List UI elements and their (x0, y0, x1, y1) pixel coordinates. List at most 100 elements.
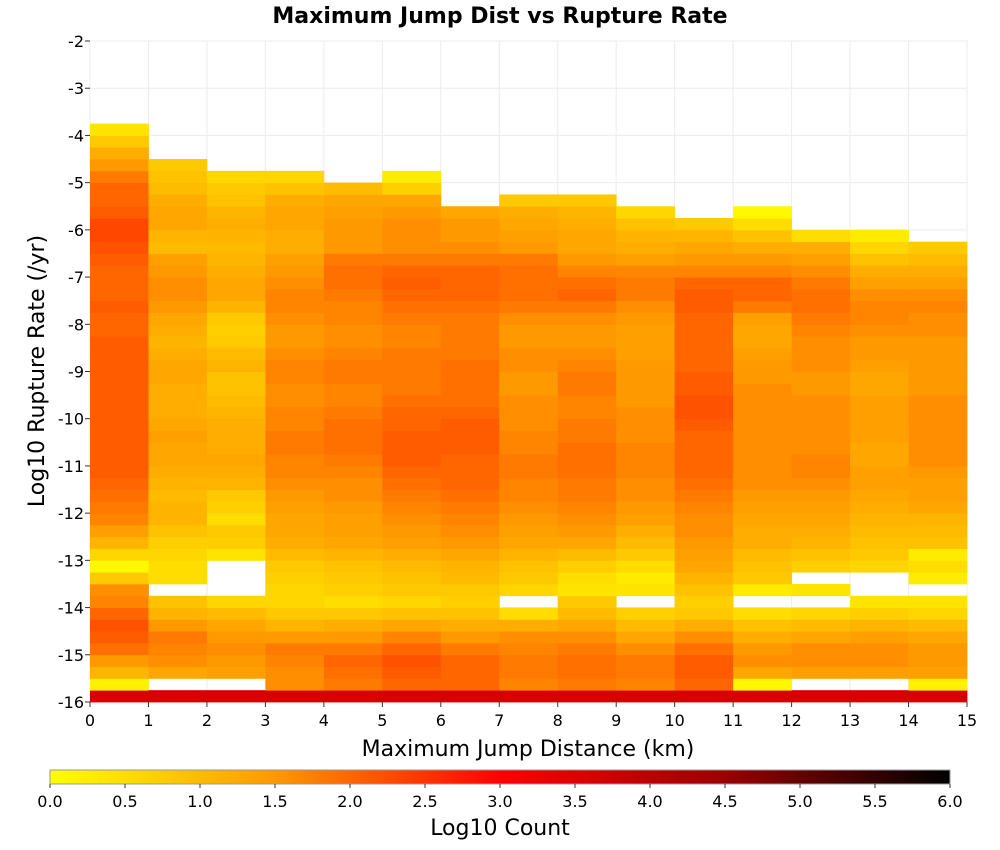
colorbar-tick-label: 1.0 (187, 792, 212, 811)
heatmap-cell (850, 300, 909, 313)
heatmap-cell (616, 442, 676, 455)
heatmap-cell (90, 135, 149, 148)
heatmap-cell (440, 300, 500, 313)
heatmap-cell (616, 383, 676, 396)
colorbar-tick-label: 2.5 (412, 792, 437, 811)
heatmap-cell (323, 442, 383, 455)
heatmap-cell (674, 524, 734, 538)
heatmap-cell (557, 277, 617, 290)
heatmap-cell (733, 253, 792, 266)
heatmap-cell (908, 595, 968, 608)
heatmap-cell (90, 572, 149, 585)
heatmap-cell (908, 371, 968, 384)
x-tick-label: 14 (898, 711, 918, 730)
heatmap-cell (850, 430, 909, 443)
heatmap-cell (90, 182, 149, 195)
heatmap-cell (908, 678, 968, 691)
heatmap-cell (908, 324, 968, 337)
heatmap-cell (206, 631, 266, 644)
heatmap-cell (733, 300, 792, 313)
heatmap-cell (557, 218, 617, 231)
heatmap-cell (206, 690, 266, 703)
heatmap-cell (265, 418, 325, 431)
heatmap-cell (265, 548, 325, 561)
heatmap-cell (206, 253, 266, 266)
heatmap-cell (908, 607, 968, 620)
heatmap-cell (323, 678, 383, 691)
heatmap-cell (733, 359, 792, 372)
heatmap-cell (440, 607, 500, 620)
heatmap-cell (791, 489, 851, 502)
heatmap-cell (206, 454, 266, 467)
heatmap-cell (908, 288, 968, 302)
heatmap-cell (265, 642, 325, 656)
heatmap-cell (499, 501, 559, 514)
heatmap-cell (850, 442, 909, 455)
heatmap-cell (323, 300, 383, 313)
heatmap-cell (674, 442, 734, 455)
heatmap-cell (616, 642, 676, 656)
colorbar-tick-label: 5.0 (787, 792, 812, 811)
heatmap-cell (850, 288, 909, 302)
heatmap-cell (265, 524, 325, 538)
heatmap-cell (616, 347, 676, 361)
heatmap-cell (499, 253, 559, 266)
heatmap-cell (148, 536, 208, 549)
heatmap-cell (265, 619, 325, 632)
heatmap-cell (791, 229, 851, 243)
heatmap-cell (148, 347, 208, 361)
heatmap-cell (791, 324, 851, 337)
heatmap-cell (908, 418, 968, 431)
heatmap-cell (148, 241, 208, 254)
heatmap-cell (499, 619, 559, 632)
heatmap-cell (791, 430, 851, 443)
heatmap-cell (850, 690, 909, 703)
heatmap-cell (499, 206, 559, 219)
heatmap-cell (148, 548, 208, 561)
heatmap-cell (674, 312, 734, 325)
heatmap-cell (90, 477, 149, 490)
heatmap-cell (148, 406, 208, 420)
heatmap-cell (557, 513, 617, 526)
heatmap-cell (206, 395, 266, 408)
heatmap-cell (616, 524, 676, 538)
heatmap-cell (440, 465, 500, 479)
heatmap-cell (557, 642, 617, 656)
heatmap-cell (557, 477, 617, 490)
colorbar-tick-label: 2.0 (337, 792, 362, 811)
heatmap-cell (90, 359, 149, 372)
heatmap-cell (382, 536, 442, 549)
heatmap-cell (557, 607, 617, 620)
heatmap-cell (206, 359, 266, 372)
heatmap-cell (440, 501, 500, 514)
colorbar-tick-label: 3.0 (487, 792, 512, 811)
heatmap-cell (850, 489, 909, 502)
heatmap-cell (440, 347, 500, 361)
heatmap-cell (908, 465, 968, 479)
heatmap-cell (791, 442, 851, 455)
heatmap-cell (323, 489, 383, 502)
heatmap-cell (733, 642, 792, 656)
heatmap-cell (265, 631, 325, 644)
x-axis-label: Maximum Jump Distance (km) (362, 737, 695, 762)
heatmap-cell (557, 666, 617, 679)
heatmap-cell (908, 513, 968, 526)
heatmap-cell (323, 560, 383, 573)
heatmap-cell (850, 666, 909, 679)
heatmap-cell (323, 642, 383, 656)
heatmap-cell (323, 583, 383, 597)
heatmap-cell (265, 607, 325, 620)
heatmap-cell (850, 631, 909, 644)
heatmap-cell (90, 371, 149, 384)
heatmap-cell (90, 241, 149, 254)
heatmap-cell (265, 406, 325, 420)
heatmap-cell (382, 690, 442, 703)
heatmap-cell (206, 182, 266, 195)
heatmap-cell (674, 241, 734, 254)
heatmap-cell (616, 513, 676, 526)
heatmap-cell (557, 288, 617, 302)
y-tick-label: -15 (58, 646, 84, 665)
heatmap-cell (265, 229, 325, 243)
heatmap-cell (382, 324, 442, 337)
heatmap-cell (499, 395, 559, 408)
